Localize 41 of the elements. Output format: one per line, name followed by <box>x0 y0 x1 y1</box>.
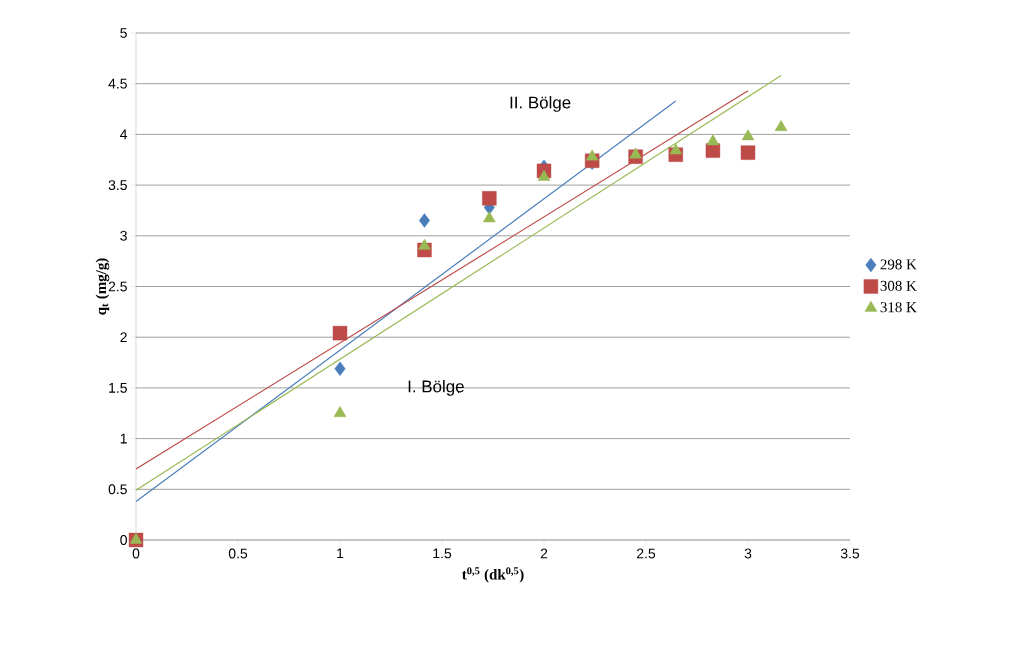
y-tick-label: 5 <box>120 28 127 38</box>
point <box>774 120 788 131</box>
y-axis-title: q$_{t}$ (mg/g) <box>95 258 110 315</box>
y-tick-label: 4 <box>120 129 128 140</box>
y-tick-label: 3 <box>120 230 127 241</box>
point <box>418 238 431 250</box>
x-tick-label: 2.5 <box>637 548 656 559</box>
point <box>706 134 720 146</box>
x-axis-title: t$^{0,5}$ (dk$^{0,5}$) <box>462 567 524 583</box>
y-tick-label: 3.5 <box>108 180 127 191</box>
x-tick-label: 1 <box>337 548 344 559</box>
point <box>483 211 496 223</box>
y-tick-label: 1 <box>120 433 127 444</box>
legend-label: 298 K <box>880 259 917 270</box>
x-tick-label: 3.5 <box>840 548 860 559</box>
y-tick-label: 2 <box>120 332 127 343</box>
point <box>629 147 642 159</box>
x-tick-label: 2 <box>540 548 548 559</box>
y-tick-label: 4.5 <box>108 78 127 89</box>
point <box>334 361 346 376</box>
point <box>482 191 497 206</box>
point <box>419 213 430 228</box>
point <box>741 129 755 141</box>
y-tick-label: 1.5 <box>109 383 127 393</box>
y-tick-label: 0.5 <box>108 484 127 495</box>
x-tick-label: 1.5 <box>433 548 452 559</box>
x-tick-label: 0 <box>132 548 140 559</box>
point <box>332 325 348 341</box>
annotation: II. Bölge <box>510 96 571 112</box>
point <box>585 149 599 161</box>
y-tick-label: 0 <box>120 535 127 545</box>
y-tick-label: 2.5 <box>108 281 127 292</box>
point <box>129 532 143 544</box>
legend-label: 318 K <box>880 302 917 313</box>
point <box>333 406 347 417</box>
point <box>669 143 683 155</box>
legend-label: 308 K <box>880 280 917 291</box>
x-tick-label: 0.5 <box>228 548 248 559</box>
annotation: I. Bölge <box>408 380 464 396</box>
point <box>740 145 756 160</box>
x-tick-label: 3 <box>744 548 752 559</box>
